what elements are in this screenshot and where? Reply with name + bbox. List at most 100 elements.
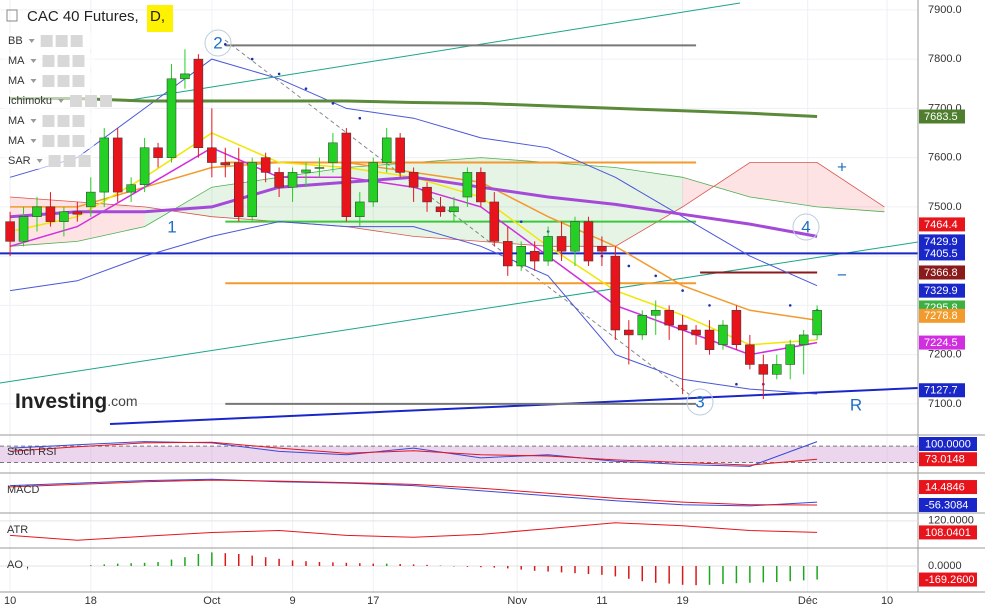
annotation: 3: [695, 392, 704, 411]
pane-tag: [919, 497, 977, 512]
watermark: Investing.com: [15, 390, 138, 413]
legend-dropdown[interactable]: [30, 139, 37, 143]
legend-icon[interactable]: [57, 115, 70, 127]
sar-dot: [627, 264, 631, 268]
price-tag-label: 7366.8: [924, 267, 958, 279]
candle-body: [449, 206, 459, 213]
legend-icon[interactable]: [57, 75, 70, 87]
sar-dot: [654, 274, 658, 278]
legend-item: BB: [4, 33, 94, 49]
legend-icon[interactable]: [42, 75, 55, 87]
cloud-segment: [346, 162, 414, 237]
legend-dropdown[interactable]: [30, 59, 37, 63]
legend-icon[interactable]: [100, 95, 113, 107]
legend-icon[interactable]: [72, 75, 85, 87]
legend-icon[interactable]: [42, 115, 55, 127]
legend-icon[interactable]: [72, 55, 85, 67]
candle-body: [785, 344, 795, 365]
interval[interactable]: D,: [150, 8, 165, 25]
x-tick-label: 10: [881, 595, 893, 607]
legend-dropdown[interactable]: [58, 99, 65, 103]
pane-tag: [919, 452, 977, 467]
sar-dot: [519, 220, 523, 223]
legend-icon[interactable]: [40, 35, 53, 47]
candle-body: [583, 221, 594, 262]
indicator-line: [9, 58, 818, 287]
sar-dot: [358, 116, 362, 120]
legend-icon[interactable]: [48, 155, 61, 167]
legend-item: MA: [4, 73, 94, 89]
legend-icon[interactable]: [42, 55, 55, 67]
candle-body: [86, 191, 96, 208]
legend-label: SAR: [8, 155, 31, 167]
candle-body: [395, 137, 405, 173]
legend-icon[interactable]: [72, 115, 85, 127]
candle-body: [772, 364, 782, 375]
legend-icon[interactable]: [42, 135, 55, 147]
pane-tag: [919, 437, 977, 451]
candle-body: [99, 137, 109, 193]
x-tick-label: 19: [676, 595, 688, 607]
candle-body: [597, 246, 607, 252]
candle-body: [126, 184, 136, 193]
y-tick-label: 7200.0: [928, 349, 962, 361]
price-tag: [919, 335, 965, 350]
legend-icon[interactable]: [57, 135, 70, 147]
trend-line: [109, 387, 918, 425]
candle-body: [758, 364, 769, 375]
legend-dropdown[interactable]: [36, 159, 43, 163]
pane-line: [10, 479, 818, 506]
legend-icon[interactable]: [70, 35, 83, 47]
legend-label: MA: [8, 135, 25, 147]
pane-tag-label: -169.2600: [925, 574, 975, 586]
candle-body: [59, 211, 69, 222]
sar-dot: [708, 304, 711, 307]
legend-dropdown[interactable]: [30, 79, 37, 83]
legend-icon[interactable]: [63, 155, 76, 167]
annotation: R: [850, 395, 862, 414]
pane-tag: [919, 525, 977, 540]
legend-icon[interactable]: [78, 155, 91, 167]
candle-body: [570, 221, 580, 252]
candle-body: [489, 201, 500, 242]
candle-body: [112, 137, 123, 193]
y-tick-label: 7600.0: [928, 152, 962, 164]
collapse-icon[interactable]: [6, 9, 18, 22]
price-tag: [919, 234, 965, 249]
pane-label: MACD: [7, 484, 39, 496]
legend: BB MA MA Ichimoku MA MA SAR: [4, 33, 113, 169]
y-tick-label: 7500.0: [928, 201, 962, 213]
candle-body: [677, 324, 688, 331]
price-tag-label: 7278.8: [924, 310, 958, 322]
price-tag-label: 7224.5: [924, 337, 958, 349]
price-tag: [919, 246, 965, 261]
legend-label: MA: [8, 115, 25, 127]
candle-body: [301, 169, 311, 173]
pane-tag-label: 14.4846: [925, 481, 965, 493]
pane-line: [10, 522, 818, 541]
legend-dropdown[interactable]: [28, 39, 35, 43]
price-tag-label: 7429.9: [924, 236, 958, 248]
legend-icon[interactable]: [70, 95, 83, 107]
pane-label: Stoch RSI: [7, 446, 57, 458]
legend-icon[interactable]: [72, 135, 85, 147]
annotation: 1: [167, 217, 176, 236]
annotation: +: [837, 157, 847, 176]
candle-body: [45, 206, 56, 222]
y-tick-label: 7100.0: [928, 398, 962, 410]
legend-item: Ichimoku: [4, 93, 113, 109]
candle-body: [664, 310, 674, 326]
pane-line: [10, 441, 818, 467]
candle-body: [153, 147, 163, 158]
pane-tag-label: -56.3084: [925, 499, 968, 511]
legend-icon[interactable]: [85, 95, 98, 107]
legend-icon[interactable]: [57, 55, 70, 67]
legend-icon[interactable]: [55, 35, 68, 47]
cloud-segment: [749, 162, 818, 207]
candle-body: [368, 162, 379, 203]
candle-body: [503, 241, 513, 267]
candle-body: [529, 250, 540, 262]
candle-body: [72, 211, 83, 215]
legend-dropdown[interactable]: [30, 119, 37, 123]
